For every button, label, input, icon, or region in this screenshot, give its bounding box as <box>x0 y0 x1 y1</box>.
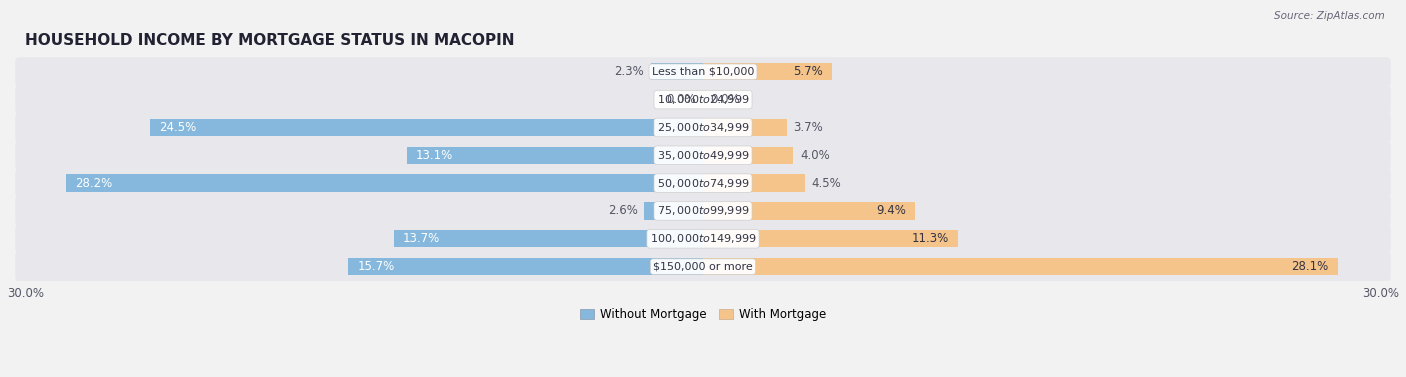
FancyBboxPatch shape <box>15 196 1391 225</box>
Text: 15.7%: 15.7% <box>357 260 395 273</box>
Bar <box>703 258 1337 275</box>
Bar <box>703 175 804 192</box>
Bar <box>651 63 703 80</box>
FancyBboxPatch shape <box>15 169 1391 198</box>
FancyBboxPatch shape <box>15 57 1391 86</box>
Legend: Without Mortgage, With Mortgage: Without Mortgage, With Mortgage <box>575 303 831 326</box>
Text: HOUSEHOLD INCOME BY MORTGAGE STATUS IN MACOPIN: HOUSEHOLD INCOME BY MORTGAGE STATUS IN M… <box>25 33 515 48</box>
Text: 11.3%: 11.3% <box>912 232 949 245</box>
Text: $50,000 to $74,999: $50,000 to $74,999 <box>657 176 749 190</box>
Bar <box>149 119 703 136</box>
Text: 24.5%: 24.5% <box>159 121 195 134</box>
Bar <box>703 147 793 164</box>
Text: 3.7%: 3.7% <box>793 121 823 134</box>
Bar <box>66 175 703 192</box>
FancyBboxPatch shape <box>15 224 1391 253</box>
Bar <box>394 230 703 247</box>
FancyBboxPatch shape <box>15 141 1391 170</box>
Text: $35,000 to $49,999: $35,000 to $49,999 <box>657 149 749 162</box>
Text: $25,000 to $34,999: $25,000 to $34,999 <box>657 121 749 134</box>
Text: $100,000 to $149,999: $100,000 to $149,999 <box>650 232 756 245</box>
Bar <box>703 119 786 136</box>
Bar <box>703 230 959 247</box>
Text: Less than $10,000: Less than $10,000 <box>652 67 754 77</box>
Text: 28.1%: 28.1% <box>1291 260 1329 273</box>
Bar <box>703 63 832 80</box>
FancyBboxPatch shape <box>15 85 1391 114</box>
Text: 0.0%: 0.0% <box>710 93 740 106</box>
Bar <box>644 202 703 219</box>
Bar <box>703 202 915 219</box>
Text: 2.3%: 2.3% <box>614 65 644 78</box>
Text: 4.0%: 4.0% <box>800 149 830 162</box>
Text: 13.7%: 13.7% <box>402 232 440 245</box>
Text: 5.7%: 5.7% <box>793 65 823 78</box>
FancyBboxPatch shape <box>15 252 1391 281</box>
Text: 4.5%: 4.5% <box>811 176 841 190</box>
Bar <box>349 258 703 275</box>
Text: $10,000 to $24,999: $10,000 to $24,999 <box>657 93 749 106</box>
Text: 28.2%: 28.2% <box>75 176 112 190</box>
Text: $75,000 to $99,999: $75,000 to $99,999 <box>657 204 749 218</box>
Text: 2.6%: 2.6% <box>607 204 637 218</box>
FancyBboxPatch shape <box>15 113 1391 142</box>
Text: $150,000 or more: $150,000 or more <box>654 262 752 271</box>
Text: 0.0%: 0.0% <box>666 93 696 106</box>
Text: 13.1%: 13.1% <box>416 149 453 162</box>
Bar <box>408 147 703 164</box>
Text: 9.4%: 9.4% <box>876 204 907 218</box>
Text: Source: ZipAtlas.com: Source: ZipAtlas.com <box>1274 11 1385 21</box>
